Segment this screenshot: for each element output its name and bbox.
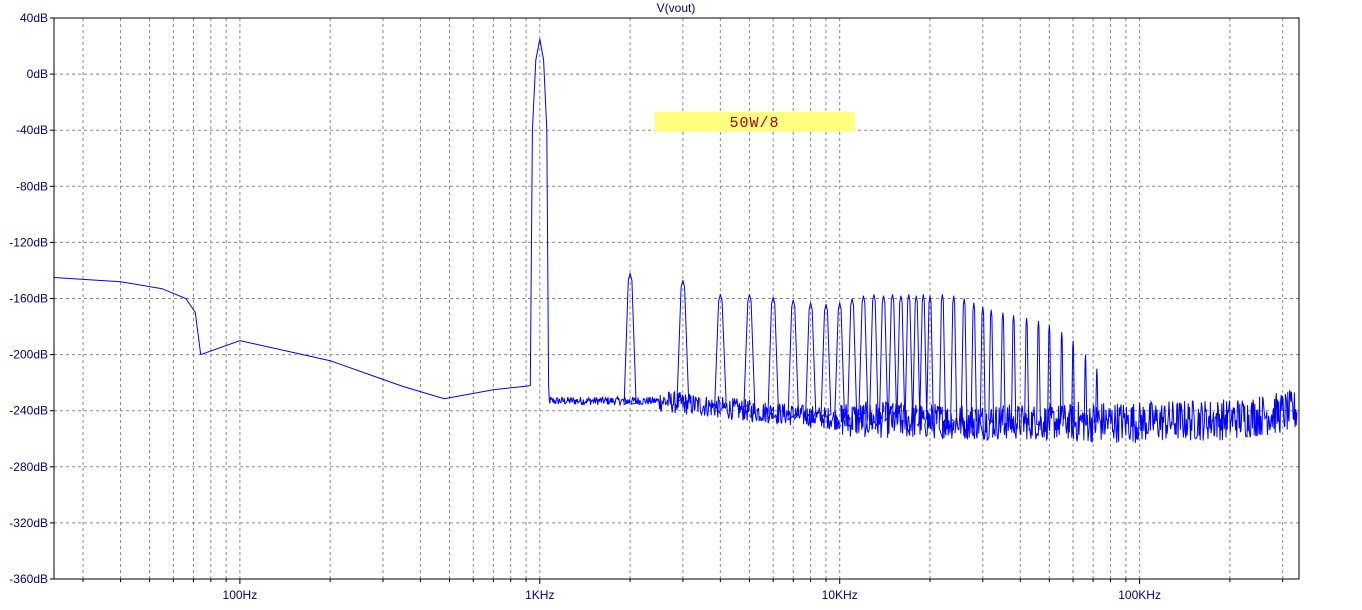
y-tick-label: -360dB	[9, 572, 48, 586]
grid	[54, 17, 1299, 580]
y-tick-label: -80dB	[16, 179, 48, 193]
x-tick-label: 10KHz	[822, 588, 858, 602]
y-tick-label: 40dB	[20, 11, 48, 25]
y-tick-label: -120dB	[9, 235, 48, 249]
annotation-label: 50W/8	[730, 115, 780, 132]
y-tick-label: -160dB	[9, 292, 48, 306]
y-tick-label: -200dB	[9, 348, 48, 362]
spectrum-trace	[53, 38, 1298, 443]
chart-title: V(vout)	[657, 1, 696, 15]
y-tick-label: 0dB	[27, 67, 48, 81]
y-tick-label: -40dB	[16, 123, 48, 137]
y-tick-label: -320dB	[9, 516, 48, 530]
series-layer	[53, 38, 1298, 443]
y-tick-label: -280dB	[9, 460, 48, 474]
axes: 40dB 0dB -40dB -80dB -120dB -160dB -200dB -240d…	[9, 11, 1300, 602]
y-tick-label: -240dB	[9, 404, 48, 418]
annotation-layer: 50W/8	[654, 111, 855, 132]
x-tick-label: 100KHz	[1118, 588, 1161, 602]
annotation-background	[654, 111, 855, 132]
x-tick-label: 1KHz	[525, 588, 554, 602]
x-tick-label: 100Hz	[223, 588, 258, 602]
